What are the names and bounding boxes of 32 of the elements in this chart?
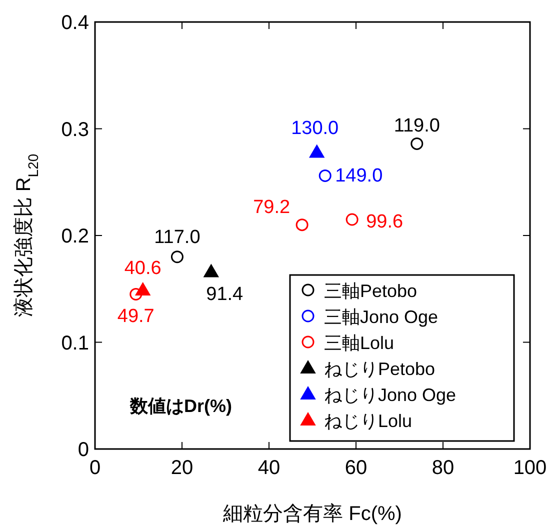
annotation: 40.6 xyxy=(124,258,162,279)
annotation: 数値はDr(%) xyxy=(129,396,232,416)
point xyxy=(346,213,358,226)
legend-label: 三軸Petobo xyxy=(324,281,418,301)
legend-label: ねじりPetobo xyxy=(324,359,436,379)
y-tick-label: 0.2 xyxy=(61,226,89,248)
annotation: 149.0 xyxy=(335,166,383,187)
annotation: 117.0 xyxy=(154,226,200,248)
point xyxy=(130,288,142,300)
annotation: 99.6 xyxy=(366,211,404,232)
x-tick-label: 40 xyxy=(258,457,280,479)
point xyxy=(410,137,424,150)
point xyxy=(296,218,308,232)
x-axis-title: 細粒分含有率 Fc(%) xyxy=(222,503,402,525)
legend-label: 三軸Jono Oge xyxy=(324,307,438,327)
x-tick-label: 60 xyxy=(344,457,368,479)
point xyxy=(170,250,184,264)
y-tick-label: 0.4 xyxy=(61,12,89,34)
x-tick-label: 20 xyxy=(170,457,194,479)
y-tick-label: 0.3 xyxy=(61,118,89,141)
annotation: 91.4 xyxy=(206,284,244,305)
annotation: 79.2 xyxy=(253,196,290,218)
annotation: 49.7 xyxy=(117,306,154,328)
y-tick-label: 0.1 xyxy=(61,332,89,354)
x-tick-label: 100 xyxy=(513,457,547,479)
legend-label: ねじりLolu xyxy=(324,411,412,431)
legend-label: ねじりJono Oge xyxy=(324,385,456,405)
annotation: 130.0 xyxy=(291,118,339,140)
x-tick-label: 80 xyxy=(432,457,454,479)
annotation: 119.0 xyxy=(394,116,440,137)
y-tick-label: 0 xyxy=(78,439,89,461)
legend-label: 三軸Lolu xyxy=(324,333,394,353)
